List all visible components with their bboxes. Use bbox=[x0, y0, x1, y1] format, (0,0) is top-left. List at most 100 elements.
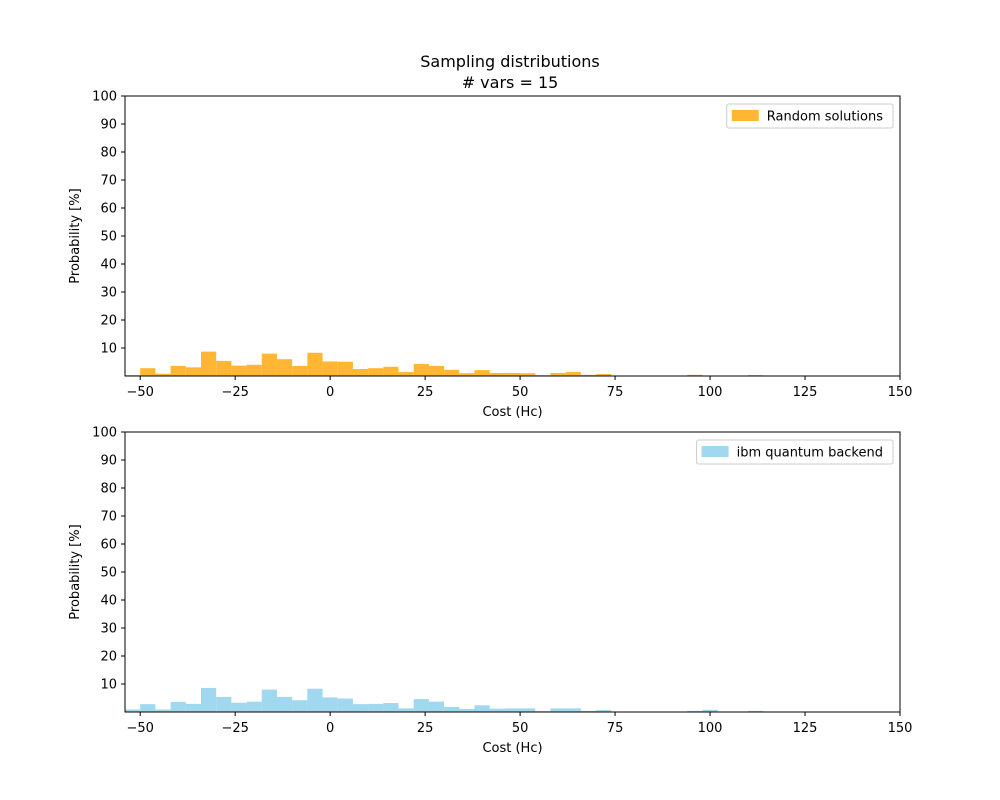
top-x-tick-label: 100 bbox=[698, 385, 723, 400]
top-y-tick-label: 70 bbox=[100, 174, 117, 189]
top-subplot: −50 −25 0 25 50 75 100 125 150 10 20 30 40 50 60 70 80 9… bbox=[68, 90, 912, 421]
top-histogram-bar bbox=[322, 361, 338, 376]
bottom-histogram-bar bbox=[687, 710, 703, 712]
top-x-axis-ticks: −50 −25 0 25 50 75 100 125 150 bbox=[126, 376, 912, 400]
top-histogram-bar bbox=[444, 369, 460, 376]
top-y-axis-ticks: 10 20 30 40 50 60 70 80 90 100 bbox=[92, 90, 125, 357]
top-y-tick-label: 60 bbox=[100, 202, 117, 217]
top-y-axis-label: Probability [%] bbox=[68, 188, 83, 283]
top-legend-box bbox=[726, 103, 894, 129]
top-x-tick-label: 150 bbox=[888, 385, 913, 400]
top-histogram-bar bbox=[580, 374, 597, 376]
top-histogram-bar bbox=[413, 363, 429, 376]
bottom-x-tick-label: 125 bbox=[793, 721, 818, 736]
top-histogram-bar bbox=[520, 373, 536, 376]
bottom-histogram-bar bbox=[702, 709, 718, 712]
top-histogram-bar bbox=[200, 351, 217, 376]
bottom-histogram-bar bbox=[200, 687, 217, 712]
bottom-y-tick-label: 90 bbox=[100, 454, 117, 469]
top-y-tick-label: 40 bbox=[100, 258, 117, 273]
bottom-x-tick-label: 50 bbox=[512, 721, 529, 736]
bottom-histogram-bar bbox=[444, 706, 460, 712]
figure-title-line1: Sampling distributions bbox=[420, 52, 600, 71]
bottom-histogram-bar bbox=[216, 696, 232, 712]
top-legend-swatch bbox=[731, 110, 759, 121]
bottom-histogram-bar bbox=[489, 708, 505, 712]
bottom-legend-label: ibm quantum backend bbox=[737, 446, 883, 461]
bottom-histogram-bar bbox=[398, 708, 414, 712]
bottom-histogram-bar bbox=[337, 698, 353, 712]
top-histogram-bar bbox=[292, 365, 308, 376]
bottom-histogram-bar bbox=[352, 704, 369, 712]
top-legend: Random solutions bbox=[726, 103, 894, 129]
top-histogram-bar bbox=[550, 372, 566, 376]
bottom-histogram-bar bbox=[748, 710, 764, 712]
top-y-tick-label: 30 bbox=[100, 286, 117, 301]
bottom-histogram-bar bbox=[596, 710, 612, 712]
bottom-axes-frame bbox=[124, 431, 901, 713]
bottom-histogram-bar bbox=[140, 704, 156, 712]
bottom-histogram-bar bbox=[565, 708, 581, 712]
bottom-histogram-bars bbox=[125, 687, 764, 712]
top-histogram-bar bbox=[504, 372, 521, 376]
bottom-x-tick-label: 75 bbox=[607, 721, 624, 736]
bottom-x-tick-label: −25 bbox=[221, 721, 248, 736]
top-histogram-bar bbox=[307, 352, 323, 376]
bottom-legend-box bbox=[696, 439, 894, 465]
bottom-histogram-bar bbox=[261, 689, 277, 712]
top-histogram-bar bbox=[565, 372, 581, 376]
bottom-y-tick-label: 30 bbox=[100, 622, 117, 637]
top-y-tick-label: 20 bbox=[100, 314, 117, 329]
top-y-tick-label: 10 bbox=[100, 342, 117, 357]
bottom-histogram-bar bbox=[474, 705, 490, 712]
top-histogram-bar bbox=[459, 373, 475, 376]
top-histogram-bar bbox=[155, 373, 171, 376]
top-histogram-bar bbox=[337, 361, 353, 376]
top-x-tick-label: 50 bbox=[512, 385, 529, 400]
top-x-tick-label: −50 bbox=[126, 385, 153, 400]
bottom-histogram-bar bbox=[185, 703, 201, 712]
top-histogram-bar bbox=[261, 353, 277, 376]
bottom-y-axis-label: Probability [%] bbox=[68, 524, 83, 619]
bottom-histogram-bar bbox=[125, 709, 141, 712]
bottom-histogram-bar bbox=[322, 697, 338, 712]
top-x-tick-label: 0 bbox=[326, 385, 334, 400]
top-histogram-bar bbox=[185, 367, 201, 376]
bottom-y-tick-label: 40 bbox=[100, 594, 117, 609]
bottom-histogram-bar bbox=[155, 709, 171, 712]
bottom-y-axis-ticks: 10 20 30 40 50 60 70 80 90 100 bbox=[92, 426, 125, 693]
bottom-x-tick-label: 25 bbox=[417, 721, 434, 736]
bottom-y-tick-label: 60 bbox=[100, 538, 117, 553]
top-x-axis-label: Cost (Hc) bbox=[482, 405, 542, 420]
top-axes-frame bbox=[124, 95, 901, 377]
bottom-histogram-bar bbox=[170, 701, 186, 712]
top-histogram-bar bbox=[398, 372, 414, 376]
top-x-tick-label: 75 bbox=[607, 385, 624, 400]
top-x-tick-label: −25 bbox=[221, 385, 248, 400]
top-x-tick-label: 125 bbox=[793, 385, 818, 400]
bottom-histogram-bar bbox=[246, 701, 262, 712]
top-y-tick-label: 80 bbox=[100, 146, 117, 161]
top-x-tick-label: 25 bbox=[417, 385, 434, 400]
bottom-x-tick-label: −50 bbox=[126, 721, 153, 736]
bottom-x-tick-label: 0 bbox=[326, 721, 334, 736]
bottom-histogram-bar bbox=[504, 708, 521, 712]
bottom-histogram-bar bbox=[292, 700, 308, 712]
top-histogram-bar bbox=[474, 370, 490, 376]
top-histogram-bar bbox=[368, 368, 384, 376]
bottom-histogram-bar bbox=[550, 708, 566, 712]
top-histogram-bar bbox=[216, 360, 232, 376]
bottom-y-tick-label: 70 bbox=[100, 510, 117, 525]
figure-title-line2: # vars = 15 bbox=[462, 73, 559, 92]
bottom-x-tick-label: 150 bbox=[888, 721, 913, 736]
top-histogram-bar bbox=[428, 365, 445, 376]
top-histogram-bar bbox=[231, 365, 247, 376]
top-histogram-bar bbox=[276, 359, 293, 376]
top-legend-label: Random solutions bbox=[767, 110, 883, 125]
bottom-y-tick-label: 100 bbox=[92, 426, 117, 441]
bottom-histogram-bar bbox=[580, 710, 597, 712]
bottom-histogram-bar bbox=[307, 688, 323, 712]
top-histogram-bar bbox=[170, 365, 186, 376]
bottom-histogram-bar bbox=[520, 708, 536, 712]
